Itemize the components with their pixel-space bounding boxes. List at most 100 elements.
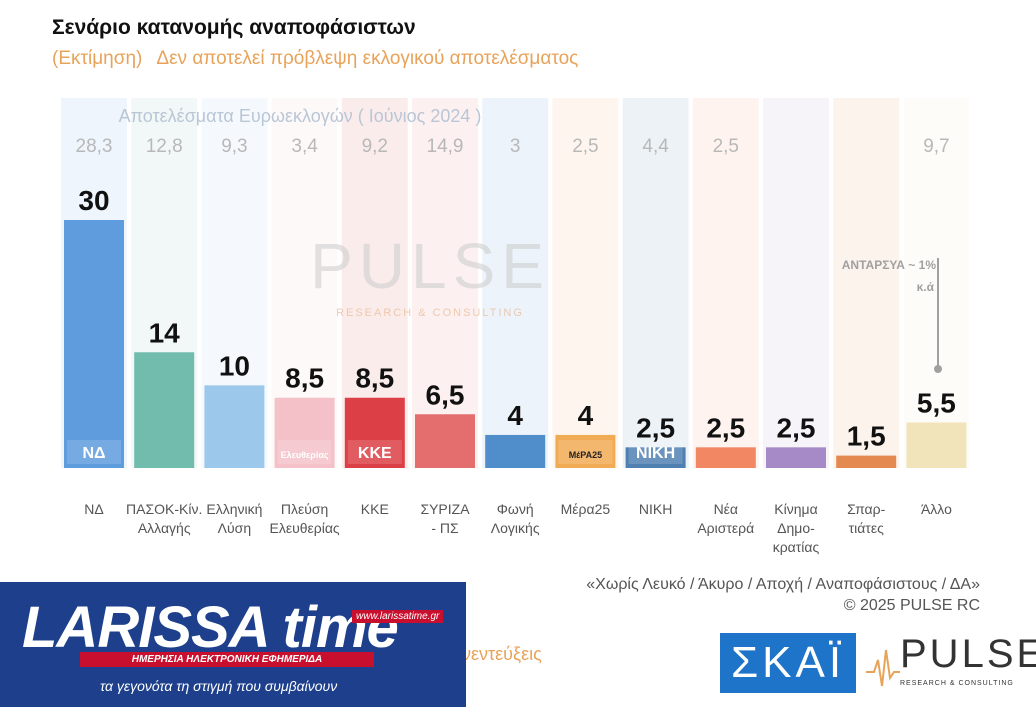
subtitle-estimate: (Εκτίμηση): [52, 48, 143, 69]
party-logo-text: ΝΙΚΗ: [636, 445, 675, 462]
column-band: [482, 98, 549, 468]
category-label: τιάτες: [849, 520, 885, 536]
category-label: Λύση: [218, 520, 251, 536]
euro-result-label: 9,3: [221, 136, 247, 157]
party-logo-text: ΝΔ: [82, 445, 105, 462]
value-label: 10: [219, 350, 250, 381]
bar: [415, 414, 475, 468]
bar: [555, 434, 616, 468]
value-label: 14: [149, 317, 181, 348]
value-label: 5,5: [917, 388, 956, 419]
annotation-antarsya: ΑΝΤΑΡΣΥΑ ~ 1%: [842, 258, 937, 272]
category-label: κρατίας: [773, 539, 820, 555]
party-logo-box: [628, 440, 683, 464]
bar: [64, 220, 124, 468]
category-label: - ΠΣ: [431, 520, 459, 536]
chart-subtitle: (Εκτίμηση) Δεν αποτελεί πρόβλεψη εκλογικο…: [52, 48, 578, 70]
euro-result-label: 14,9: [427, 136, 464, 157]
chart-title: Σενάριο κατανομής αναποφάσιστων: [52, 16, 416, 39]
euro-result-label: 3: [510, 136, 521, 157]
value-label: 2,5: [636, 412, 675, 443]
larissa-time-wordmark: LARISSA time: [22, 595, 399, 660]
party-logo-box: [558, 440, 613, 464]
value-label: 2,5: [777, 412, 816, 443]
column-band: [833, 98, 900, 468]
euro-result-label: 9,7: [923, 136, 949, 157]
skai-logo: ΣΚΑΪ: [720, 633, 856, 693]
category-label: Μέρα25: [561, 501, 611, 517]
bar: [344, 397, 405, 468]
category-label: Αριστερά: [697, 520, 754, 536]
category-label: ΝΔ: [84, 501, 103, 517]
bar-chart: PULSE RESEARCH & CONSULTING Αποτελέσματα Ε…: [61, 98, 970, 555]
subtitle-disclaimer: Δεν αποτελεί πρόβλεψη εκλογικού αποτελέσ…: [156, 48, 579, 69]
category-label: Λογικής: [491, 520, 540, 536]
bar: [485, 434, 546, 468]
party-logo-box: [277, 440, 332, 464]
category-label: Ελευθερίας: [270, 520, 340, 536]
party-logo-text: ΚΚΕ: [358, 445, 392, 462]
bar: [274, 397, 335, 468]
category-label: Δημο-: [777, 520, 815, 536]
euro-result-label: 9,2: [362, 136, 388, 157]
category-label: ΚΚΕ: [361, 501, 389, 517]
pulse-wave-icon: [866, 649, 900, 687]
watermark-subtitle: RESEARCH & CONSULTING: [336, 307, 524, 319]
watermark-pulse: PULSE: [310, 230, 550, 302]
party-logo-box: [67, 440, 121, 464]
footnote: «Χωρίς Λευκό / Άκυρο / Αποχή / Αναποφάσι…: [586, 574, 980, 616]
column-band: [552, 98, 619, 468]
party-logo-box: [347, 440, 402, 464]
party-logo-text: ΜέΡΑ25: [569, 450, 602, 460]
party-logo-text: Ελευθερίας: [281, 450, 329, 460]
pulse-logo-word: PULSE: [900, 632, 1036, 676]
value-label: 30: [78, 185, 109, 216]
category-label: Σπαρ-: [847, 501, 886, 517]
value-label: 2,5: [706, 412, 745, 443]
column-band: [412, 98, 478, 468]
value-label: 4: [578, 400, 594, 431]
larissa-time-tagline: τα γεγονότα τη στιγμή που συμβαίνουν: [100, 678, 338, 694]
bar: [134, 352, 195, 468]
value-label: 4: [507, 400, 523, 431]
column-band: [692, 98, 759, 468]
bar: [836, 455, 897, 468]
larissa-time-url: www.larissatime.gr: [352, 610, 444, 623]
euro-result-label: 4,4: [642, 136, 669, 157]
column-band: [903, 98, 970, 468]
annotation-dot: [934, 365, 942, 373]
category-label: Φωνή: [497, 501, 534, 517]
category-label: ΝΙΚΗ: [639, 501, 672, 517]
annotation-ka: κ.ά: [917, 280, 935, 294]
category-label: Ελληνική: [206, 501, 262, 517]
euro-result-label: 28,3: [76, 136, 113, 157]
pulse-logo: PULSE RESEARCH & CONSULTING: [866, 632, 1036, 696]
larissa-time-band: ΗΜΕΡΗΣΙΑ ΗΛΕΚΤΡΟΝΙΚΗ ΕΦΗΜΕΡΙΔΑ: [80, 652, 374, 667]
euro-result-label: 2,5: [572, 136, 598, 157]
category-label: Πλεύση: [281, 501, 328, 517]
category-label: Κίνημα: [774, 501, 817, 517]
euro-result-label: 12,8: [146, 136, 183, 157]
euro-result-label: 3,4: [291, 136, 318, 157]
bar: [204, 385, 265, 468]
category-label: Άλλο: [921, 501, 952, 517]
value-label: 8,5: [355, 363, 394, 394]
footnote-copyright: © 2025 PULSE RC: [843, 597, 980, 614]
category-label: ΣΥΡΙΖΑ: [420, 501, 470, 517]
bar: [906, 422, 967, 468]
value-label: 1,5: [847, 421, 886, 452]
larissa-time-logo: LARISSA time www.larissatime.gr ΗΜΕΡΗΣΙΑ…: [0, 582, 466, 707]
euro-result-label: 2,5: [713, 136, 739, 157]
column-band: [622, 98, 689, 468]
column-band: [763, 98, 829, 468]
bar: [695, 447, 756, 468]
value-label: 8,5: [285, 363, 324, 394]
value-label: 6,5: [426, 379, 465, 410]
category-label: Νέα: [714, 501, 738, 517]
pulse-logo-sub: RESEARCH & CONSULTING: [900, 680, 1014, 687]
euro-elections-title: Αποτελέσματα Ευρωεκλογών ( Ιούνιος 2024 …: [119, 106, 482, 126]
bar: [625, 447, 686, 468]
footnote-exclusions: «Χωρίς Λευκό / Άκυρο / Αποχή / Αναποφάσι…: [586, 576, 980, 593]
interviews-text: νεντεύξεις: [462, 644, 542, 664]
category-label: ΠΑΣΟΚ-Κίν.: [126, 501, 202, 517]
